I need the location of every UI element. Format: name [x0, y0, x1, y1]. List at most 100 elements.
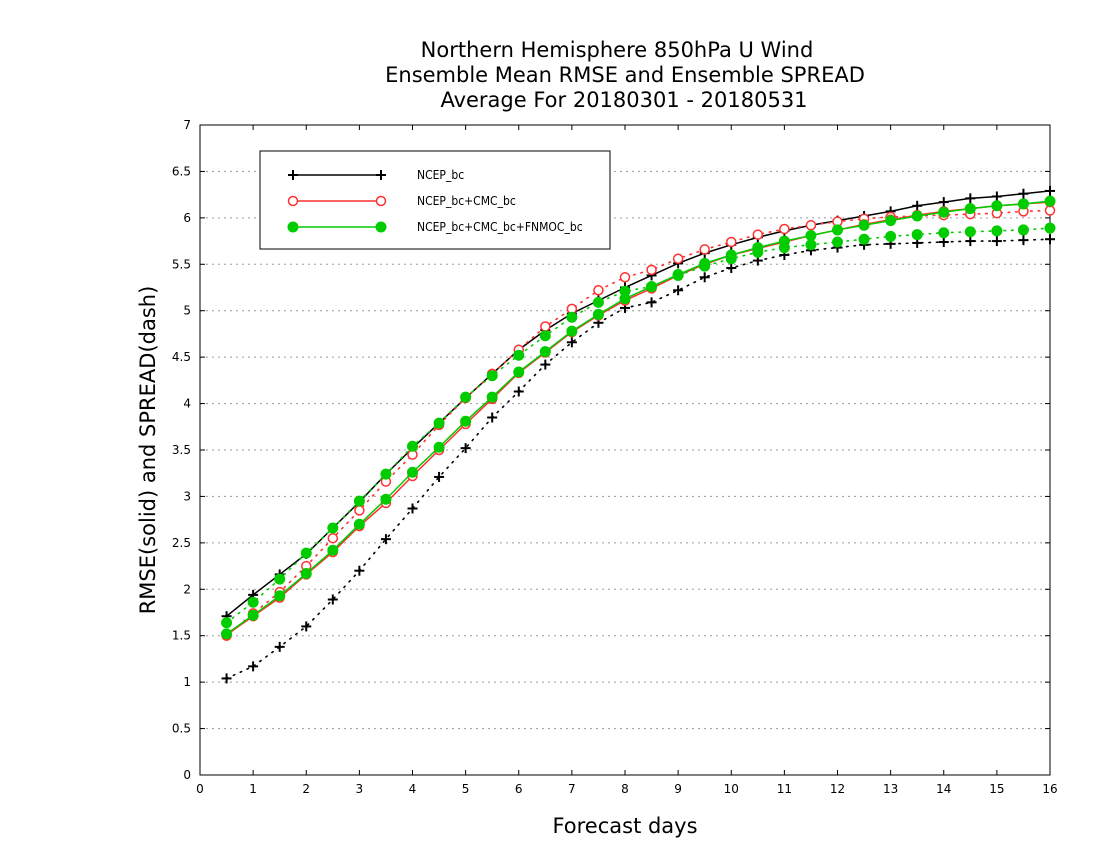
spread-point	[380, 468, 392, 480]
legend-items: NCEP_bc NCEP_bc+CMC_bc NCEP_bc+CMC_bc+FNMO…	[287, 168, 583, 234]
legend-marker	[287, 195, 299, 207]
x-tick-label: 16	[1042, 782, 1057, 796]
series-2	[221, 195, 1056, 640]
x-axis-label: Forecast days	[552, 814, 697, 838]
rmse-point	[300, 568, 312, 579]
spread-point	[486, 370, 498, 382]
spread-point	[221, 673, 232, 684]
legend-box	[259, 150, 611, 250]
rmse-point	[566, 325, 578, 337]
legend-marker	[288, 170, 298, 180]
rmse-point	[513, 366, 525, 378]
rmse-point	[912, 200, 923, 211]
series-group	[221, 185, 1056, 684]
rmse-point	[938, 206, 950, 218]
spread-point	[407, 440, 418, 452]
spread-point	[327, 594, 338, 605]
rmse-line	[226, 200, 1051, 635]
x-tick-label: 10	[724, 782, 739, 796]
rmse-point	[407, 466, 418, 478]
spread-point	[513, 349, 525, 361]
x-tick-label: 2	[302, 782, 310, 796]
rmse-point	[805, 230, 817, 241]
rmse-point	[1018, 188, 1029, 199]
y-tick-label: 2.5	[172, 536, 191, 550]
y-tick-label: 1	[183, 675, 191, 689]
legend-label: NCEP_bc+CMC_bc	[417, 194, 516, 208]
rmse-point	[353, 518, 365, 530]
spread-point	[593, 285, 604, 296]
series-0	[221, 185, 1055, 684]
spread-point	[274, 641, 285, 652]
rmse-point	[699, 257, 711, 269]
y-tick-label: 0	[183, 768, 191, 782]
rmse-point	[247, 609, 259, 621]
x-tick-label: 14	[936, 782, 951, 796]
grid	[200, 170, 1050, 730]
x-tick-label: 6	[515, 782, 523, 796]
spread-point	[354, 505, 365, 516]
spread-point	[779, 223, 790, 235]
spread-point	[248, 661, 259, 672]
rmse-point	[1017, 198, 1029, 210]
legend-marker	[376, 170, 386, 180]
rmse-point	[460, 415, 472, 427]
spread-point	[274, 573, 286, 585]
legend-label: NCEP_bc	[417, 168, 464, 182]
spread-point	[407, 503, 418, 514]
legend-item: NCEP_bc	[288, 168, 464, 182]
rmse-point	[433, 441, 445, 453]
y-tick-label: 6.5	[172, 164, 191, 178]
spread-point	[805, 220, 817, 231]
rmse-point	[911, 210, 923, 222]
spread-point	[832, 236, 843, 248]
rmse-point	[592, 308, 604, 320]
rmse-point	[486, 391, 498, 403]
spread-point	[380, 534, 391, 545]
rmse-point	[1044, 195, 1056, 207]
spread-point	[566, 337, 577, 348]
y-tick-label: 5	[183, 304, 191, 318]
spread-point	[1017, 224, 1029, 236]
spread-point	[752, 229, 764, 240]
spread-point	[539, 330, 551, 342]
spread-line	[225, 238, 1051, 680]
spread-point	[646, 264, 657, 276]
x-tick-label: 7	[568, 782, 576, 796]
spread-point	[911, 229, 923, 241]
rmse-point	[619, 293, 631, 305]
x-tick-label: 12	[830, 782, 845, 796]
spread-line	[225, 227, 1051, 624]
y-tick-label: 6	[183, 211, 191, 225]
spread-point	[592, 296, 604, 308]
legend: NCEP_bc NCEP_bc+CMC_bc NCEP_bc+CMC_bc+FNMO…	[259, 150, 611, 250]
spread-point	[991, 225, 1003, 237]
legend-item: NCEP_bc+CMC_bc	[287, 194, 516, 208]
rmse-point	[778, 235, 790, 247]
rmse-point	[725, 249, 737, 261]
y-tick-label: 3.5	[172, 443, 191, 457]
rmse-point	[539, 346, 551, 358]
x-tick-label: 9	[674, 782, 682, 796]
rmse-point	[646, 281, 658, 293]
spread-point	[965, 236, 976, 247]
spread-point	[699, 244, 710, 255]
spread-point	[460, 443, 471, 454]
spread-point	[699, 272, 710, 283]
rmse-point	[991, 200, 1003, 212]
spread-point	[301, 621, 312, 632]
spread-point	[566, 311, 578, 323]
x-tick-label: 8	[621, 782, 629, 796]
y-tick-label: 7	[183, 118, 191, 132]
spread-point	[619, 272, 631, 283]
spread-point	[327, 532, 339, 544]
y-tick-label: 4.5	[172, 350, 191, 364]
rmse-point	[832, 224, 843, 236]
rmse-point	[327, 544, 339, 556]
y-tick-label: 1.5	[172, 629, 191, 643]
rmse-point	[991, 191, 1002, 202]
legend-marker	[375, 221, 387, 233]
chart-title: Northern Hemisphere 850hPa U Wind Ensemb…	[385, 38, 865, 112]
x-tick-label: 4	[409, 782, 417, 796]
spread-point	[673, 285, 684, 296]
